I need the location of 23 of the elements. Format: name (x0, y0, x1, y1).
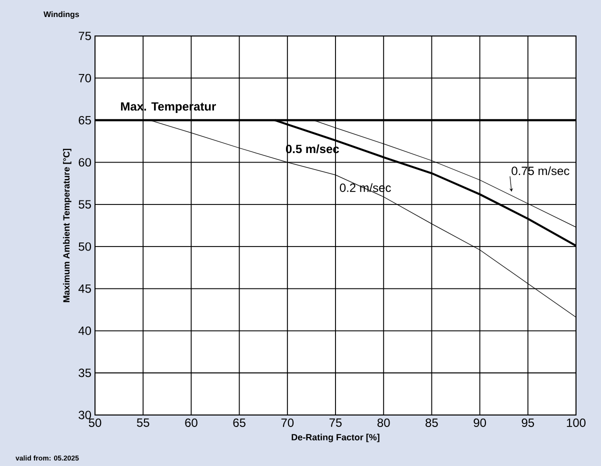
x-axis-title: De-Rating Factor [%] (292, 434, 380, 442)
y-tick-label: 30 (78, 410, 92, 420)
x-tick-label: 95 (522, 418, 534, 427)
y-tick-label: 40 (78, 326, 92, 335)
y-tick-label: 65 (78, 116, 91, 124)
y-tick-label: 50 (78, 242, 92, 251)
x-tick-label: 50 (88, 418, 102, 427)
x-tick-label: 65 (233, 418, 246, 427)
x-tick-label: 90 (474, 418, 486, 427)
x-tick-label: 70 (281, 418, 294, 427)
y-tick-label: 75 (78, 32, 91, 40)
x-tick-label: 75 (329, 418, 342, 427)
x-tick-label: 60 (185, 418, 198, 427)
x-tick-label: 80 (377, 418, 390, 427)
x-tick-label: 85 (426, 418, 438, 427)
x-tick-label: 100 (566, 418, 586, 427)
y-axis-title: Maximum Ambient Temperature [°C] (62, 148, 72, 302)
y-tick-label: 35 (78, 368, 91, 378)
x-tick-label: 55 (136, 418, 150, 427)
y-tick-label: 60 (78, 158, 92, 167)
y-tick-label: 55 (78, 200, 91, 209)
y-tick-label: 45 (78, 284, 91, 293)
y-tick-label: 70 (78, 74, 92, 82)
